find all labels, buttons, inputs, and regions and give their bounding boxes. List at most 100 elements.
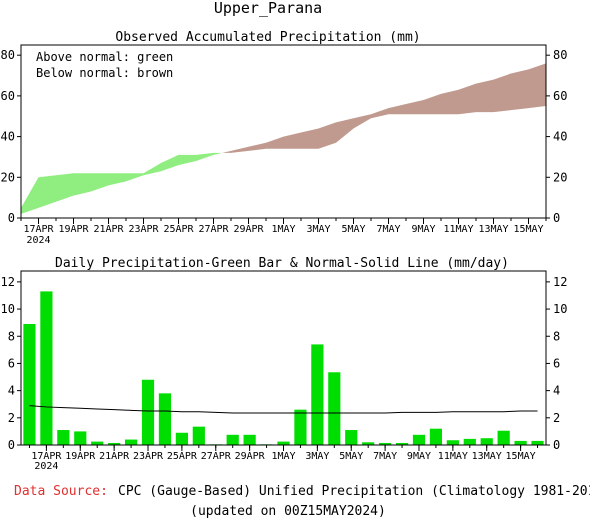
daily-bar: [412, 434, 426, 445]
daily-bar: [446, 440, 459, 445]
daily-left-tick-label: 8: [8, 329, 15, 343]
accumulated-axes: 0 0 20 20 40 40 60 60 80 80 17APR 19APR 21APR 23APR 25…: [1, 44, 567, 246]
accumulated-chart-title: Observed Accumulated Precipitation (mm): [115, 30, 420, 45]
daily-frame: [20, 270, 547, 446]
daily-chart: Daily Precipitation-Green Bar & Normal-S…: [1, 256, 568, 472]
normal-line: [29, 405, 538, 414]
page-title: Upper_Parana: [214, 0, 322, 17]
daily-bar: [108, 442, 121, 445]
daily-left-tick-label: 12: [1, 275, 15, 289]
daily-bar: [429, 428, 443, 445]
accumulated-chart: Observed Accumulated Precipitation (mm) …: [1, 30, 568, 246]
accumulated-plot: [21, 63, 546, 214]
daily-right-tick-label: 2: [553, 411, 560, 425]
legend-below-normal: Below normal: brown: [36, 66, 173, 80]
accum-x-tick-label: 9MAY: [411, 224, 435, 235]
daily-bar: [480, 438, 493, 445]
accum-diff-area: [441, 89, 459, 115]
accum-diff-area: [458, 83, 476, 115]
daily-right-tick-label: 6: [553, 356, 560, 370]
daily-bar: [395, 442, 409, 445]
daily-x-tick-label: 11MAY: [438, 451, 468, 462]
accum-diff-area: [371, 108, 389, 119]
accum-x-tick-label: 3MAY: [306, 224, 330, 235]
daily-left-tick-label: 4: [8, 384, 15, 398]
daily-bar: [379, 442, 392, 445]
accum-right-tick-label: 40: [553, 130, 567, 144]
daily-bar: [243, 434, 256, 445]
daily-bar: [23, 324, 36, 445]
daily-left-tick-label: 0: [8, 438, 15, 452]
daily-left-tick-label: 2: [8, 411, 15, 425]
accum-x-tick-label: 7MAY: [376, 224, 400, 235]
accum-x-tick-label: 17APR: [23, 224, 54, 235]
daily-x-tick-label: 3MAY: [305, 451, 329, 462]
accum-diff-area: [231, 146, 249, 153]
daily-x-tick-label: 21APR: [99, 451, 130, 462]
accum-diff-area: [196, 152, 214, 162]
accum-x-tick-label: 23APR: [128, 224, 159, 235]
daily-left-tick-label: 6: [8, 356, 15, 370]
daily-x-tick-label: 1MAY: [271, 451, 295, 462]
daily-right-tick-label: 8: [553, 329, 560, 343]
daily-x-tick-label: 13MAY: [472, 451, 502, 462]
daily-x-tick-label: 9MAY: [407, 451, 431, 462]
daily-x-tick-label: 7MAY: [373, 451, 397, 462]
daily-chart-title: Daily Precipitation-Green Bar & Normal-S…: [55, 256, 509, 271]
daily-bar: [74, 431, 87, 445]
daily-bar: [175, 432, 188, 445]
daily-bar: [497, 430, 510, 445]
daily-bar: [345, 430, 358, 445]
daily-bar: [311, 344, 324, 445]
accum-x-tick-label: 27APR: [198, 224, 229, 235]
accum-diff-area: [108, 173, 126, 186]
daily-bar: [158, 393, 172, 445]
daily-bar: [91, 441, 104, 445]
daily-axes: 0 0 2 2 4 4 6 6 8 8 10 10 12 12 17APR 19APR 21APR 23APR 25…: [1, 270, 567, 472]
accum-diff-area: [423, 93, 441, 115]
daily-right-tick-label: 10: [553, 302, 567, 316]
accum-diff-area: [178, 154, 196, 166]
daily-x-year-label: 2024: [34, 461, 58, 472]
accum-diff-area: [318, 122, 336, 149]
accum-right-tick-label: 60: [553, 89, 567, 103]
accum-x-tick-label: 11MAY: [443, 224, 473, 235]
accum-diff-area: [91, 173, 109, 192]
accum-x-tick-label: 1MAY: [271, 224, 295, 235]
daily-bar: [141, 379, 155, 445]
updated-note: (updated on 00Z15MAY2024): [190, 504, 386, 518]
accum-left-tick-label: 0: [8, 211, 15, 225]
daily-bar: [514, 440, 527, 445]
accum-left-tick-label: 60: [1, 89, 15, 103]
accum-left-tick-label: 80: [1, 48, 15, 62]
daily-right-tick-label: 12: [553, 275, 567, 289]
accum-x-tick-label: 19APR: [58, 224, 89, 235]
daily-x-tick-label: 29APR: [235, 451, 266, 462]
legend-above-normal: Above normal: green: [36, 50, 173, 64]
accum-diff-area: [143, 163, 161, 176]
daily-bar: [531, 440, 544, 445]
accum-diff-area: [511, 69, 529, 111]
accum-right-tick-label: 20: [553, 170, 567, 184]
accum-x-tick-label: 25APR: [163, 224, 194, 235]
accum-diff-area: [283, 132, 301, 149]
accum-diff-area: [353, 114, 371, 129]
daily-x-tick-label: 25APR: [167, 451, 198, 462]
daily-x-tick-label: 17APR: [31, 451, 62, 462]
daily-bar: [362, 442, 375, 445]
accum-x-tick-label: 29APR: [233, 224, 264, 235]
accum-diff-area: [161, 154, 179, 172]
accum-diff-area: [126, 173, 144, 182]
daily-right-tick-label: 0: [553, 438, 560, 452]
daily-bar: [463, 438, 476, 445]
accum-diff-area: [213, 152, 223, 155]
accum-x-tick-label: 13MAY: [478, 224, 508, 235]
accum-right-tick-label: 0: [553, 211, 560, 225]
accum-diff-area: [301, 128, 319, 149]
data-source-text: CPC (Gauge-Based) Unified Precipitation …: [118, 484, 590, 499]
accum-diff-area: [336, 118, 354, 143]
daily-x-tick-label: 27APR: [201, 451, 232, 462]
daily-bar: [226, 434, 239, 445]
accum-diff-area: [493, 73, 511, 113]
